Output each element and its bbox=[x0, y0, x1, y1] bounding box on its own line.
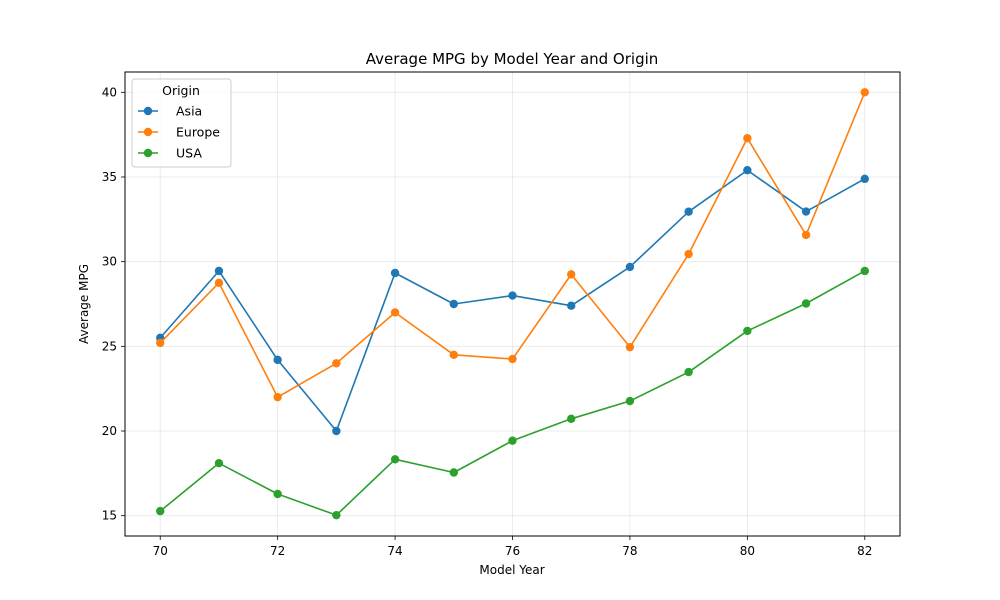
data-point-usa bbox=[214, 458, 224, 468]
data-point-europe bbox=[684, 249, 693, 259]
x-tick-label: 78 bbox=[622, 544, 637, 558]
grid-lines bbox=[125, 72, 900, 536]
x-tick-label: 76 bbox=[505, 544, 520, 558]
legend-items: Asia Europe USA bbox=[138, 104, 220, 161]
series-europe bbox=[156, 88, 869, 402]
x-axis-label: Model Year bbox=[479, 563, 544, 577]
legend-swatch-marker bbox=[143, 148, 153, 158]
data-point-usa bbox=[332, 510, 341, 520]
data-point-europe bbox=[743, 134, 752, 143]
data-point-asia bbox=[625, 262, 635, 272]
x-tick-label: 82 bbox=[857, 544, 872, 558]
legend: Origin Asia Europe USA bbox=[131, 78, 232, 168]
data-point-asia bbox=[214, 266, 224, 276]
data-point-asia bbox=[743, 166, 752, 175]
data-point-asia bbox=[860, 174, 869, 184]
data-point-europe bbox=[860, 88, 869, 97]
x-tick-label: 70 bbox=[153, 544, 168, 558]
data-point-usa bbox=[801, 299, 811, 308]
series-layer bbox=[156, 88, 869, 520]
data-point-europe bbox=[332, 359, 341, 368]
legend-item-europe: Europe bbox=[138, 125, 220, 140]
data-point-asia bbox=[390, 268, 400, 278]
legend-item-asia: Asia bbox=[138, 104, 202, 119]
data-point-europe bbox=[508, 354, 517, 364]
data-point-europe bbox=[273, 392, 282, 402]
legend-label: Europe bbox=[176, 125, 220, 140]
data-point-usa bbox=[156, 506, 165, 516]
data-point-europe bbox=[156, 338, 165, 348]
data-point-europe bbox=[449, 350, 458, 360]
data-point-asia bbox=[508, 291, 517, 300]
legend-swatch-marker bbox=[143, 127, 153, 137]
data-point-usa bbox=[743, 326, 752, 336]
data-point-europe bbox=[214, 278, 224, 288]
legend-box bbox=[131, 78, 232, 168]
y-tick-label: 15 bbox=[102, 509, 117, 523]
data-point-usa bbox=[567, 414, 576, 424]
y-tick-label: 40 bbox=[102, 85, 117, 99]
data-point-usa bbox=[860, 266, 869, 276]
data-point-europe bbox=[801, 230, 811, 240]
data-point-europe bbox=[625, 342, 635, 352]
y-axis-ticks: 15 20 25 30 35 40 bbox=[102, 85, 125, 523]
legend-label: USA bbox=[176, 146, 202, 161]
legend-label: Asia bbox=[176, 104, 202, 119]
data-point-usa bbox=[625, 396, 635, 406]
legend-swatch-marker bbox=[143, 106, 153, 116]
legend-item-usa: USA bbox=[138, 146, 202, 161]
series-asia bbox=[156, 166, 869, 436]
legend-title: Origin bbox=[162, 83, 200, 98]
y-tick-label: 35 bbox=[102, 170, 117, 184]
data-point-asia bbox=[273, 355, 282, 365]
x-axis-ticks: 70 72 74 76 78 80 82 bbox=[153, 536, 872, 558]
x-tick-label: 74 bbox=[387, 544, 402, 558]
data-point-usa bbox=[449, 468, 458, 477]
data-point-asia bbox=[449, 299, 458, 309]
data-point-europe bbox=[390, 308, 400, 317]
y-tick-label: 25 bbox=[102, 339, 117, 353]
data-point-usa bbox=[273, 489, 282, 499]
y-tick-label: 20 bbox=[102, 424, 117, 438]
x-tick-label: 72 bbox=[270, 544, 285, 558]
series-usa bbox=[156, 266, 869, 520]
y-axis-label: Average MPG bbox=[77, 264, 91, 344]
data-point-usa bbox=[390, 455, 400, 464]
data-point-europe bbox=[567, 270, 576, 279]
data-point-asia bbox=[801, 207, 811, 216]
data-point-usa bbox=[508, 436, 517, 445]
data-point-asia bbox=[332, 426, 341, 436]
plot-area bbox=[125, 72, 900, 536]
x-tick-label: 80 bbox=[740, 544, 755, 558]
data-point-usa bbox=[684, 367, 693, 377]
data-point-asia bbox=[567, 301, 576, 310]
chart-title: Average MPG by Model Year and Origin bbox=[366, 50, 659, 68]
y-tick-label: 30 bbox=[102, 255, 117, 269]
data-point-asia bbox=[684, 207, 693, 216]
